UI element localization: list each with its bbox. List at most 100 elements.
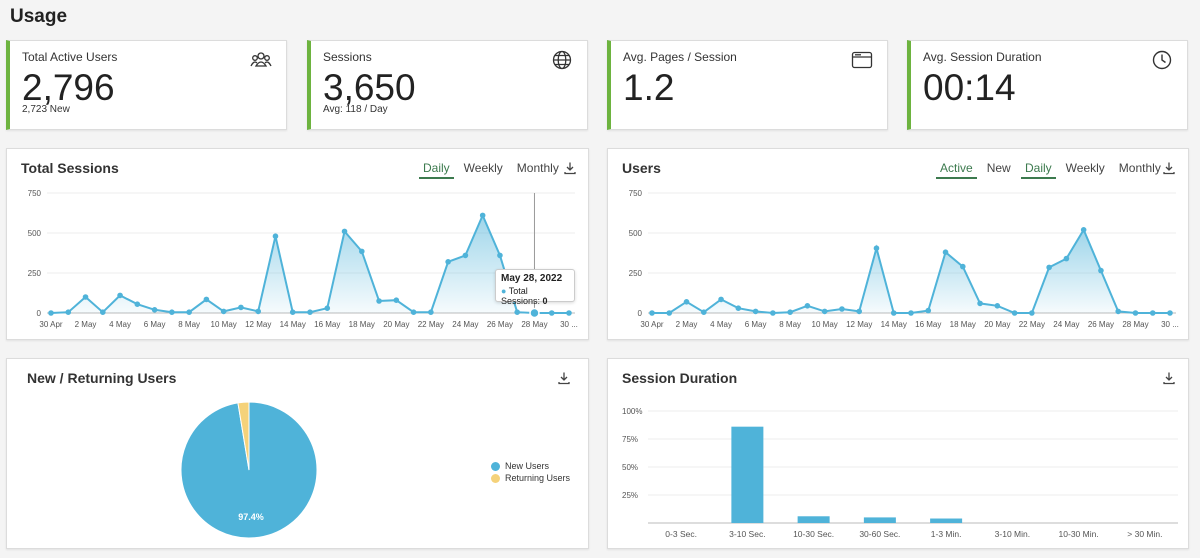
x-tick-label: 20 May (383, 320, 409, 329)
kpi-label: Avg. Pages / Session (623, 50, 737, 64)
download-icon[interactable] (1162, 371, 1176, 385)
kpi-sub: 2,723 New (22, 104, 70, 115)
tab-daily[interactable]: Daily (419, 161, 454, 179)
y-tick-label: 0 (638, 309, 643, 318)
x-tick-label: 3-10 Sec. (729, 529, 765, 539)
pie-legend: New Users Returning Users (491, 461, 570, 485)
series-area (652, 229, 1170, 313)
browser-window-icon (851, 51, 873, 69)
data-point (428, 309, 434, 315)
y-tick-label: 750 (28, 189, 42, 198)
mode-tabs: Active New (936, 161, 1015, 179)
x-tick-label: 8 May (779, 320, 801, 329)
period-tabs: Daily Weekly Monthly (419, 161, 563, 179)
data-point (514, 309, 520, 315)
data-point (1115, 308, 1121, 315)
data-point (238, 304, 244, 311)
tab-weekly[interactable]: Weekly (463, 161, 503, 175)
legend-label: Returning Users (505, 473, 571, 483)
legend-item-new[interactable]: New Users (491, 461, 570, 471)
y-tick-label: 0 (37, 309, 42, 318)
period-tabs: Daily Weekly Monthly (1021, 161, 1165, 179)
x-tick-label: 28 May (521, 320, 547, 329)
y-tick-label: 25% (622, 491, 638, 500)
tooltip-date: May 28, 2022 (501, 273, 563, 284)
data-point (960, 263, 966, 270)
data-point (186, 309, 192, 315)
y-tick-label: 250 (629, 269, 643, 278)
data-point (1149, 310, 1156, 316)
data-point (1029, 310, 1035, 316)
data-point (393, 297, 400, 303)
y-tick-label: 250 (28, 269, 42, 278)
kpi-label: Avg. Session Duration (923, 50, 1042, 64)
tab-active[interactable]: Active (936, 161, 977, 179)
data-point (359, 248, 365, 255)
tab-new[interactable]: New (986, 161, 1011, 175)
legend-label: New Users (505, 461, 550, 471)
card-title: New / Returning Users (27, 370, 177, 386)
users-icon (250, 52, 272, 67)
kpi-card-active-users: Total Active Users 2,796 2,723 New (6, 40, 287, 130)
x-tick-label: 8 May (178, 320, 200, 329)
kpi-card-session-duration: Avg. Session Duration 00:14 (907, 40, 1188, 130)
x-tick-label: 30 Apr (640, 320, 663, 329)
y-tick-label: 750 (629, 189, 643, 198)
data-point (497, 252, 503, 259)
tooltip-label: Total Sessions: (501, 286, 541, 306)
x-tick-label: 26 May (1088, 320, 1114, 329)
y-tick-label: 50% (622, 463, 638, 472)
data-point (272, 233, 279, 239)
y-tick-label: 500 (629, 229, 643, 238)
data-point (82, 294, 89, 300)
download-icon[interactable] (1162, 161, 1176, 175)
x-tick-label: 14 May (881, 320, 907, 329)
data-point (821, 308, 828, 315)
data-point (856, 308, 862, 315)
x-tick-label: 16 May (314, 320, 340, 329)
x-tick-label: 22 May (418, 320, 444, 329)
data-point (376, 298, 382, 304)
data-point (479, 212, 486, 219)
data-point (752, 308, 759, 315)
data-point (529, 307, 540, 319)
legend-swatch (491, 473, 500, 483)
data-point (925, 307, 932, 314)
users-card: Users Active New Daily Weekly Monthly 0 2… (607, 148, 1189, 340)
data-point (701, 309, 707, 315)
data-point (666, 310, 673, 316)
x-tick-label: 3-10 Min. (995, 529, 1030, 539)
x-tick-label: 22 May (1019, 320, 1045, 329)
data-point (1011, 310, 1018, 316)
data-point (255, 308, 261, 315)
data-point (307, 309, 313, 315)
new-returning-pie: 97.4% (180, 401, 318, 539)
x-tick-label: 18 May (950, 320, 976, 329)
data-point (942, 249, 949, 255)
tab-daily[interactable]: Daily (1021, 161, 1056, 179)
x-tick-label: 2 May (75, 320, 97, 329)
download-icon[interactable] (557, 371, 571, 385)
kpi-label: Sessions (323, 50, 372, 64)
download-icon[interactable] (563, 161, 577, 175)
legend-item-returning[interactable]: Returning Users (491, 473, 570, 483)
y-tick-label: 100% (622, 407, 642, 416)
legend-swatch (491, 461, 500, 471)
x-tick-label: 10-30 Sec. (793, 529, 834, 539)
tab-monthly[interactable]: Monthly (1118, 161, 1161, 175)
data-point (1098, 267, 1104, 274)
clock-icon (1152, 50, 1172, 70)
data-point (410, 309, 417, 315)
data-point (873, 245, 880, 251)
x-tick-label: 30 Apr (39, 320, 62, 329)
data-point (134, 301, 141, 307)
data-point (445, 259, 451, 265)
x-tick-label: 14 May (280, 320, 306, 329)
card-title: Session Duration (622, 370, 738, 386)
data-point (169, 309, 175, 315)
new-returning-card: New / Returning Users 97.4% New Users Re… (6, 358, 589, 549)
data-point (1046, 264, 1052, 271)
tab-weekly[interactable]: Weekly (1065, 161, 1105, 175)
tab-monthly[interactable]: Monthly (516, 161, 559, 175)
data-point (804, 303, 811, 309)
